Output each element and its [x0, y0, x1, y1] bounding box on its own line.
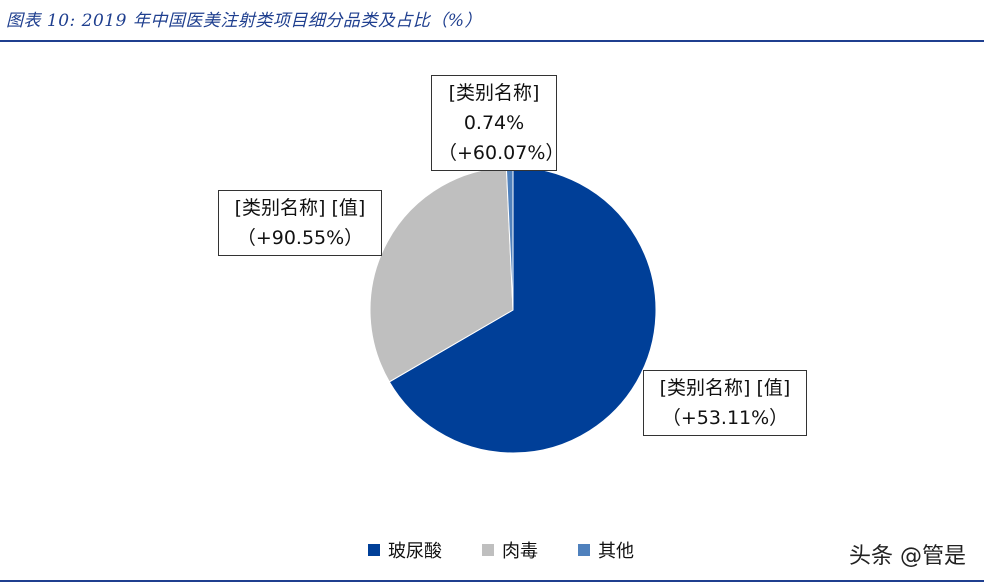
legend-item-other: 其他	[578, 537, 634, 563]
top-rule	[0, 40, 984, 42]
pie-slice-hyaluronic	[388, 166, 657, 454]
data-label-botox: [类别名称] [值] （+90.55%）	[218, 190, 382, 256]
bottom-rule	[0, 580, 984, 582]
legend-swatch-hyaluronic	[368, 544, 380, 556]
watermark-text: 头条 @管是	[849, 544, 966, 569]
data-label-botox-line1: [类别名称] [值]	[234, 197, 366, 219]
legend: 玻尿酸 肉毒 其他	[368, 537, 634, 563]
legend-swatch-botox	[482, 544, 494, 556]
legend-label-hyaluronic: 玻尿酸	[388, 541, 442, 562]
legend-item-hyaluronic: 玻尿酸	[368, 537, 442, 563]
chart-title: 图表 10: 2019 年中国医美注射类项目细分品类及占比（%）	[6, 11, 482, 31]
data-label-botox-line2: （+90.55%）	[236, 227, 364, 249]
data-label-other-line3: （+60.07%）	[438, 142, 565, 164]
legend-swatch-other	[578, 544, 590, 556]
data-label-hyaluronic-line1: [类别名称] [值]	[659, 377, 791, 399]
data-label-hyaluronic-line2: （+53.11%）	[661, 407, 789, 429]
data-label-other: [类别名称] 0.74% （+60.07%）	[431, 75, 565, 171]
data-label-other-line1: [类别名称]	[448, 82, 540, 104]
data-label-hyaluronic: [类别名称] [值] （+53.11%）	[643, 370, 807, 436]
legend-item-botox: 肉毒	[482, 537, 538, 563]
data-label-other-line2: 0.74%	[463, 112, 525, 134]
pie-slice-botox	[369, 166, 514, 383]
legend-label-botox: 肉毒	[502, 541, 538, 562]
legend-label-other: 其他	[598, 541, 634, 562]
